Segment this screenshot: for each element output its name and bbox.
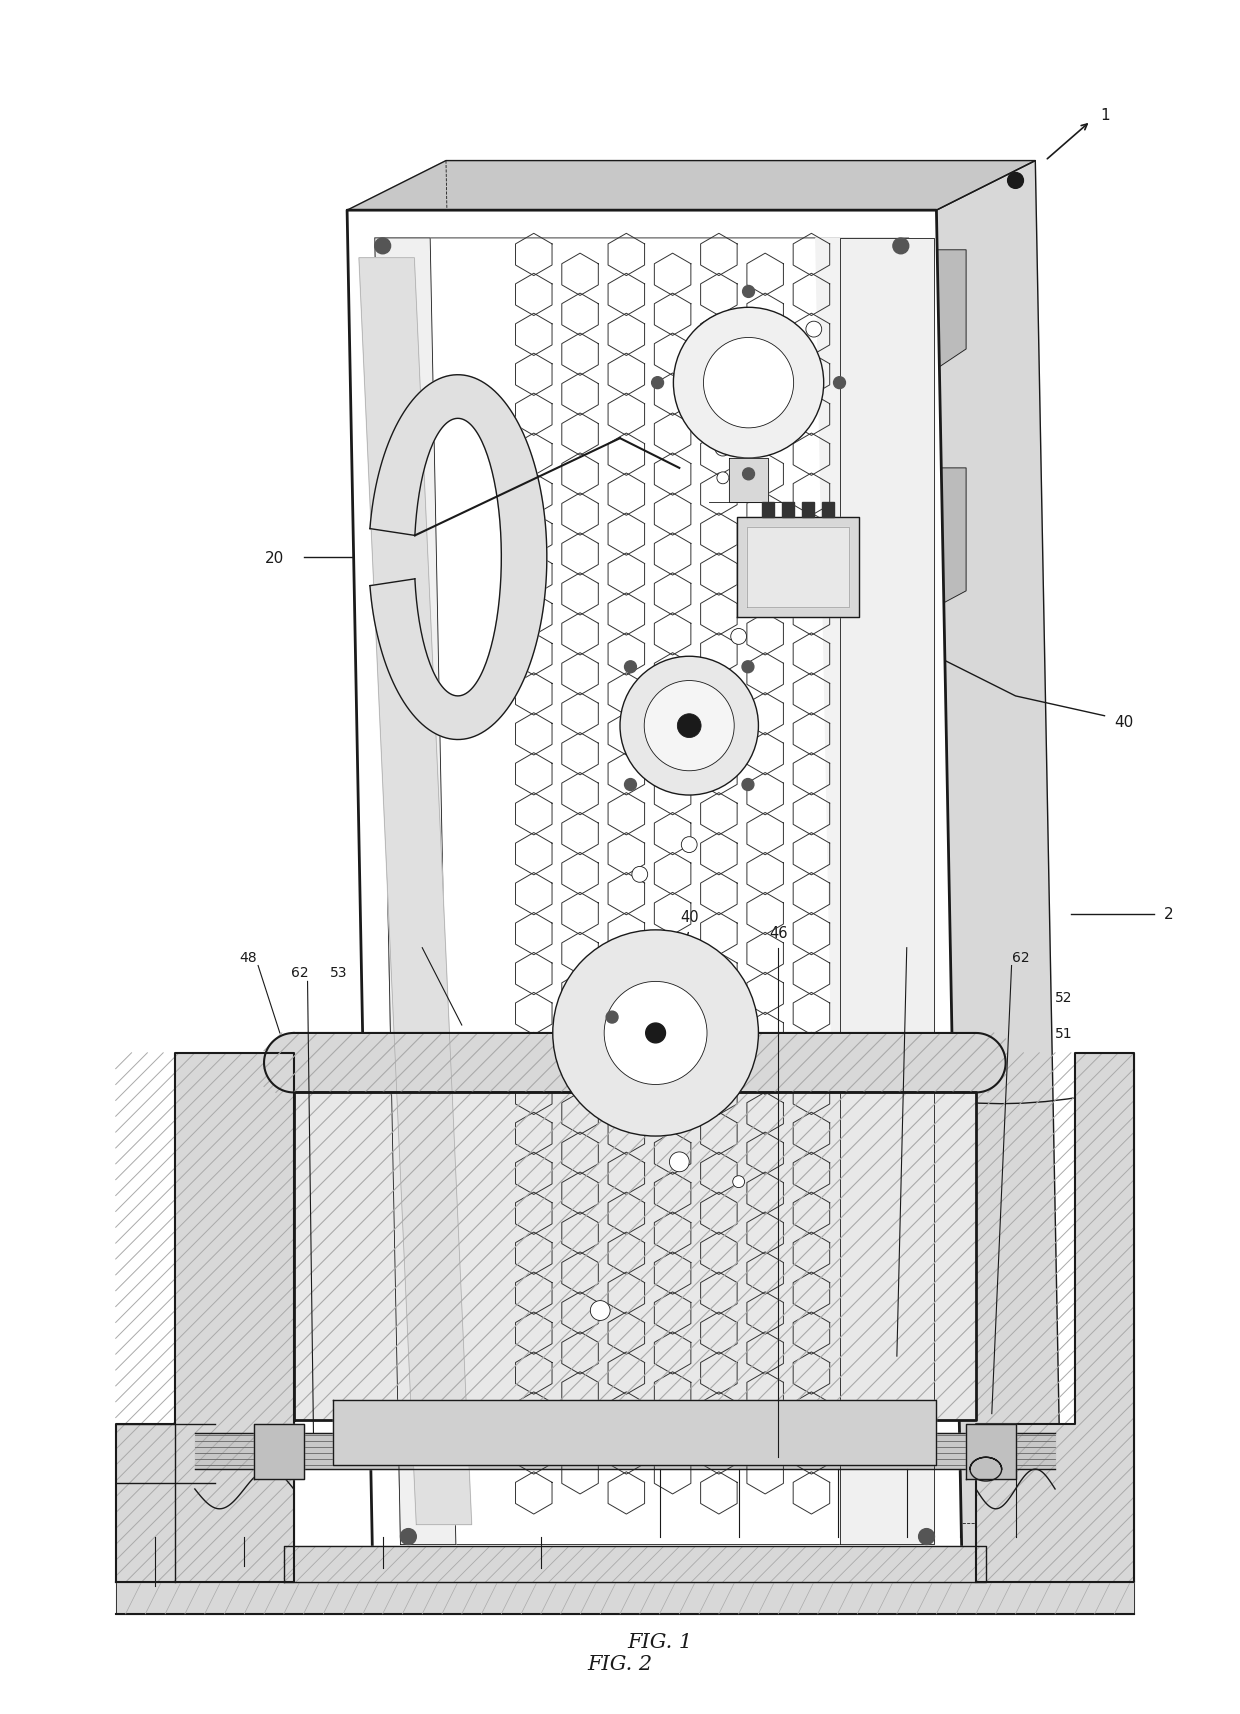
Polygon shape xyxy=(254,1424,304,1479)
Circle shape xyxy=(670,1152,689,1172)
Text: 49: 49 xyxy=(828,1553,847,1567)
Polygon shape xyxy=(737,518,859,617)
Text: 2: 2 xyxy=(1164,907,1173,922)
Circle shape xyxy=(673,309,823,459)
Polygon shape xyxy=(284,1546,986,1582)
Text: FIG. 1: FIG. 1 xyxy=(627,1632,692,1651)
Circle shape xyxy=(590,1301,610,1321)
Circle shape xyxy=(620,656,759,795)
Polygon shape xyxy=(839,238,935,1544)
Polygon shape xyxy=(782,502,794,518)
Circle shape xyxy=(645,680,734,771)
Text: 44: 44 xyxy=(236,1553,253,1567)
Circle shape xyxy=(1008,173,1023,189)
Polygon shape xyxy=(115,1052,294,1582)
Polygon shape xyxy=(966,1424,1016,1479)
Text: 59: 59 xyxy=(1007,1553,1024,1567)
Circle shape xyxy=(743,468,754,480)
Text: 52: 52 xyxy=(1055,991,1073,1004)
Text: 62: 62 xyxy=(291,967,309,980)
Polygon shape xyxy=(374,238,456,1544)
Circle shape xyxy=(919,1529,935,1544)
Text: 62: 62 xyxy=(1012,950,1029,963)
Circle shape xyxy=(703,338,794,428)
Text: 40: 40 xyxy=(1115,715,1133,730)
Polygon shape xyxy=(802,502,813,518)
Polygon shape xyxy=(763,502,774,518)
Circle shape xyxy=(681,836,697,854)
Text: 3: 3 xyxy=(1115,1092,1125,1106)
Text: 43: 43 xyxy=(374,1553,392,1567)
Polygon shape xyxy=(347,211,962,1572)
Circle shape xyxy=(743,286,754,298)
Polygon shape xyxy=(976,1052,1135,1582)
Polygon shape xyxy=(729,459,769,502)
Polygon shape xyxy=(347,161,1035,211)
Polygon shape xyxy=(358,259,471,1525)
Circle shape xyxy=(632,867,647,883)
Polygon shape xyxy=(822,502,833,518)
Circle shape xyxy=(730,322,746,338)
Polygon shape xyxy=(936,250,966,370)
Text: 40: 40 xyxy=(680,910,698,924)
Polygon shape xyxy=(334,1400,936,1465)
Circle shape xyxy=(806,322,822,338)
Text: 47: 47 xyxy=(651,1553,668,1567)
Text: 42: 42 xyxy=(146,1553,164,1567)
Text: FIG. 2: FIG. 2 xyxy=(588,1654,652,1673)
Text: 20: 20 xyxy=(264,550,284,566)
Circle shape xyxy=(742,662,754,674)
Text: 4: 4 xyxy=(734,1553,743,1567)
Polygon shape xyxy=(816,238,935,1544)
Circle shape xyxy=(652,377,663,389)
Text: 48: 48 xyxy=(239,950,257,963)
Polygon shape xyxy=(294,1094,976,1419)
Circle shape xyxy=(677,715,701,739)
Circle shape xyxy=(742,780,754,792)
Circle shape xyxy=(604,982,707,1085)
Text: 50: 50 xyxy=(532,1553,549,1567)
Polygon shape xyxy=(936,468,966,607)
Polygon shape xyxy=(370,375,547,740)
Circle shape xyxy=(733,1176,744,1188)
Circle shape xyxy=(625,780,636,792)
Text: 53: 53 xyxy=(330,967,348,980)
Circle shape xyxy=(833,377,846,389)
Circle shape xyxy=(646,1023,666,1044)
Polygon shape xyxy=(746,528,849,607)
Text: 58: 58 xyxy=(951,1553,968,1567)
Circle shape xyxy=(625,662,636,674)
Circle shape xyxy=(717,473,729,485)
Circle shape xyxy=(730,629,746,644)
Text: 57: 57 xyxy=(898,1553,915,1567)
Circle shape xyxy=(401,1529,417,1544)
Circle shape xyxy=(374,238,391,255)
Polygon shape xyxy=(115,1582,1135,1615)
Text: 45: 45 xyxy=(898,926,916,941)
Text: 46: 46 xyxy=(769,926,787,941)
Circle shape xyxy=(553,931,759,1136)
Text: 51: 51 xyxy=(1055,1027,1073,1040)
Polygon shape xyxy=(195,1433,1055,1469)
Polygon shape xyxy=(264,1034,1006,1094)
Text: 60: 60 xyxy=(413,926,432,941)
Circle shape xyxy=(893,238,909,255)
Polygon shape xyxy=(936,161,1061,1572)
Text: 1: 1 xyxy=(1101,108,1110,123)
Circle shape xyxy=(606,1011,618,1023)
Circle shape xyxy=(715,440,730,456)
